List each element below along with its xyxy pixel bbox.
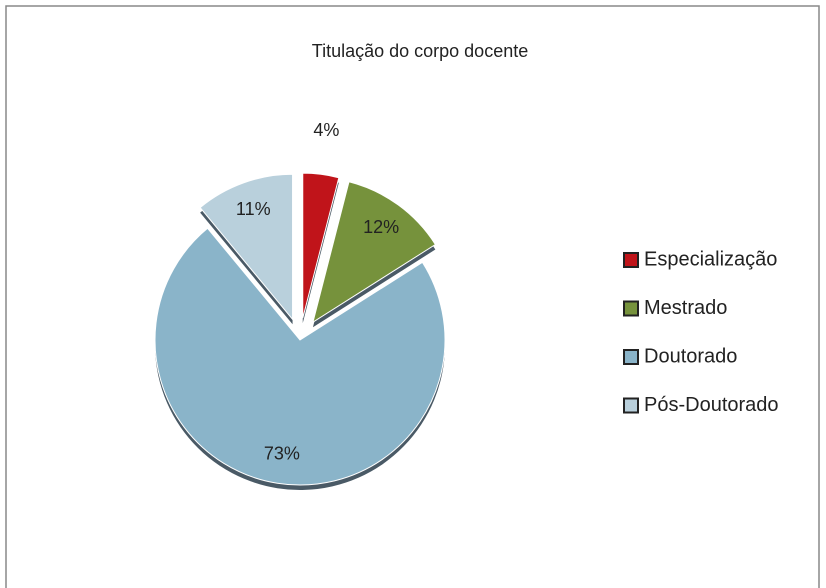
slice [302,172,340,319]
data-label: 4% [313,120,339,140]
chart-title: Titulação do corpo docente [312,41,528,61]
legend-label: Doutorado [644,345,737,367]
legend-swatch [623,349,639,365]
legend-label: Pós-Doutorado [644,394,779,416]
legend-swatch [623,397,639,414]
slice [199,173,294,321]
data-label: 11% [236,199,271,219]
legend-swatch [623,252,639,268]
legend-swatch [623,300,639,317]
slice [154,227,446,486]
data-label: 73% [264,443,300,463]
data-label: 12% [363,217,399,237]
legend-label: Mestrado [644,297,727,319]
slice [312,181,437,324]
legend-label: Especialização [644,248,777,270]
